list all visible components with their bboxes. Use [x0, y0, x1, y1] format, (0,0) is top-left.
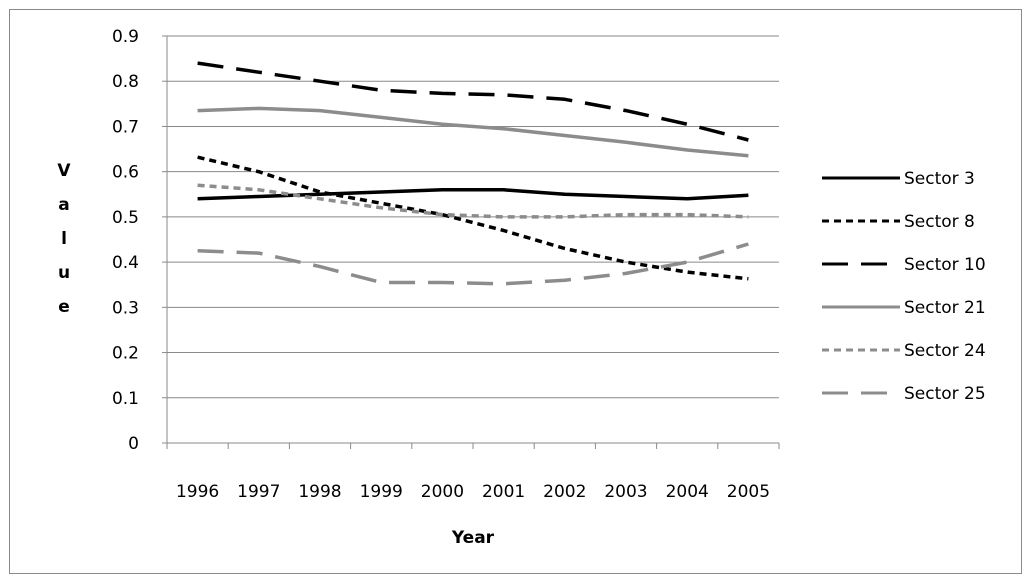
series-line-sector-25 [197, 242, 749, 286]
x-tick-label: 1996 [176, 482, 219, 502]
y-tick-label: 0.2 [112, 344, 139, 364]
y-tick-label: 0.6 [112, 163, 139, 183]
y-tick-label: 0 [128, 434, 139, 454]
y-axis-title-letter: l [61, 229, 67, 249]
y-tick-label: 0.8 [112, 72, 139, 92]
y-tick-label: 0.3 [112, 298, 139, 318]
x-tick-label: 2005 [727, 482, 770, 502]
legend-label-sector-3: Sector 3 [904, 169, 975, 189]
y-tick-label: 0.4 [112, 253, 139, 273]
x-tick-label: 2003 [604, 482, 647, 502]
gridlines [167, 35, 779, 399]
legend-label-sector-21: Sector 21 [904, 298, 986, 318]
series-line-sector-24 [197, 183, 749, 219]
legend: Sector 3 Sector 8 Sector 10 Sector 21 Sector… [822, 169, 986, 404]
y-tick-label: 0.7 [112, 117, 139, 137]
y-tick-label: 0.5 [112, 208, 139, 228]
y-axis-title-letter: V [57, 161, 71, 181]
x-tick-labels: 1996 1997 1998 1999 2000 2001 2002 2003 2004 2005 [176, 482, 770, 502]
legend-label-sector-8: Sector 8 [904, 212, 975, 232]
legend-label-sector-25: Sector 25 [904, 384, 986, 404]
series-line-sector-3 [197, 188, 749, 201]
y-tick-label: 0.9 [112, 27, 139, 47]
axes [162, 35, 780, 449]
x-tick-label: 2000 [421, 482, 464, 502]
chart-frame [9, 9, 1022, 574]
x-tick-label: 2001 [482, 482, 525, 502]
x-tick-label: 2004 [666, 482, 709, 502]
y-axis-title-letter: a [58, 195, 69, 215]
series-line-sector-10 [197, 61, 749, 142]
series-line-sector-21 [197, 106, 749, 158]
series-line-sector-8 [197, 155, 749, 281]
y-axis-title-letter: e [58, 297, 70, 317]
x-tick-label: 1997 [237, 482, 280, 502]
y-axis-title-letter: u [58, 263, 70, 283]
legend-label-sector-10: Sector 10 [904, 255, 986, 275]
series-lines [197, 61, 749, 286]
x-tick-label: 2002 [543, 482, 586, 502]
y-tick-labels: 0 0.1 0.2 0.3 0.4 0.5 0.6 0.7 0.8 0.9 [112, 27, 139, 454]
x-tick-label: 1998 [298, 482, 341, 502]
x-tick-label: 1999 [360, 482, 403, 502]
legend-label-sector-24: Sector 24 [904, 341, 986, 361]
y-tick-label: 0.1 [112, 389, 139, 409]
x-axis-title: Year [451, 528, 495, 548]
